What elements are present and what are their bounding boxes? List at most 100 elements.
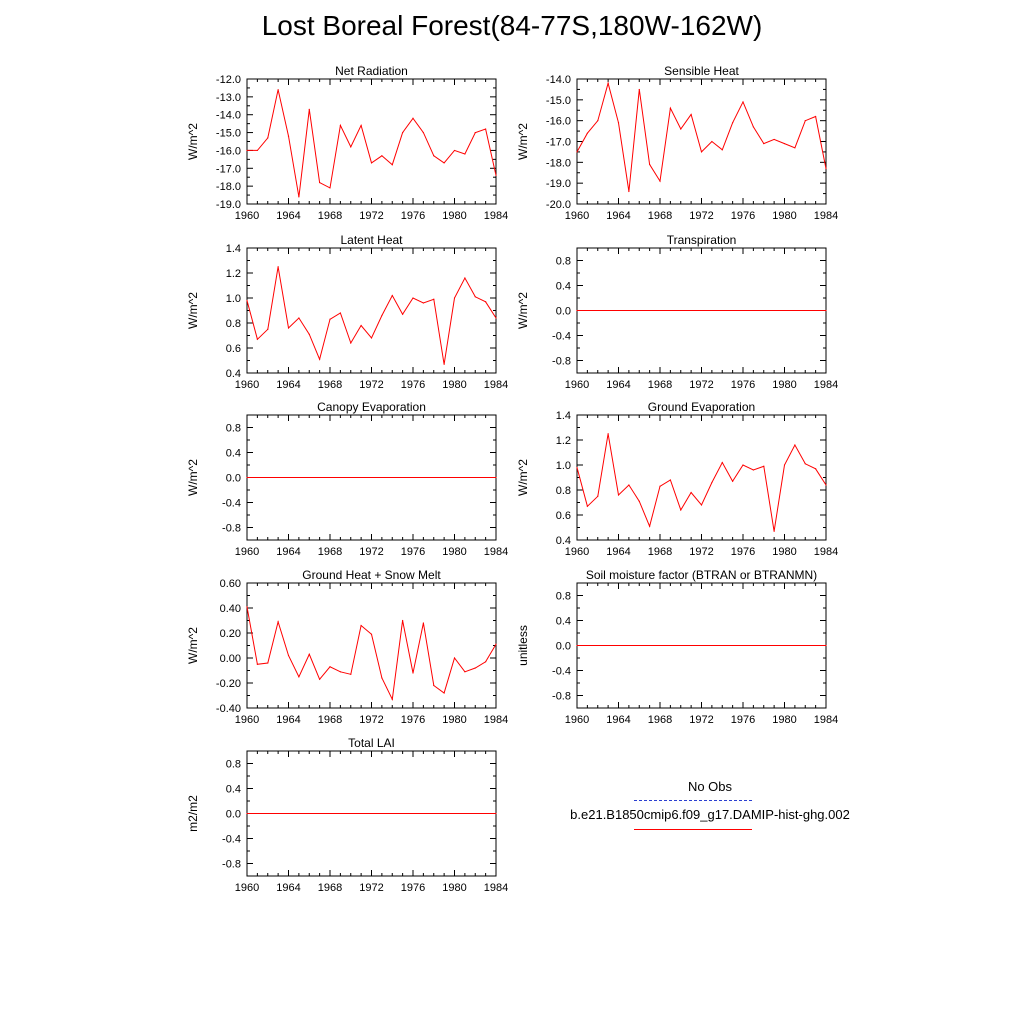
data-point	[319, 358, 321, 360]
data-point	[381, 314, 383, 317]
data-point	[370, 337, 373, 339]
y-tick-label: -0.4	[552, 666, 571, 678]
data-point	[246, 149, 248, 152]
data-point	[783, 464, 786, 466]
data-point	[576, 309, 578, 312]
y-tick-label: 0.8	[226, 318, 241, 330]
data-point	[298, 317, 300, 319]
data-point	[485, 661, 487, 663]
data-point	[433, 684, 435, 687]
y-tick-label: -13.0	[216, 92, 241, 104]
data-point	[360, 124, 362, 127]
x-tick-label: 1964	[276, 714, 300, 726]
x-tick-label: 1968	[648, 546, 672, 558]
chart-panel: Sensible Heat W/m^2 1960 1964 1968 1972 1976 19…	[516, 64, 838, 222]
x-tick-label: 1964	[276, 379, 300, 391]
x-tick-label: 1980	[442, 714, 466, 726]
x-tick-label: 1980	[442, 210, 466, 222]
x-tick-label: 1976	[731, 379, 755, 391]
x-tick-label: 1972	[689, 210, 713, 222]
data-point	[690, 113, 692, 116]
data-point	[277, 621, 279, 623]
x-tick-label: 1980	[772, 546, 796, 558]
chart-title: Canopy Evaporation	[317, 400, 426, 414]
data-point	[329, 666, 331, 668]
data-point	[360, 324, 362, 327]
x-tick-label: 1968	[648, 210, 672, 222]
x-tick-label: 1976	[731, 714, 755, 726]
chart-panel: Net Radiation W/m^2 1960 1964 1968 1972 1976 19…	[186, 64, 508, 222]
data-point	[277, 266, 279, 268]
data-point	[700, 504, 703, 506]
y-tick-label: 0.0	[226, 473, 241, 485]
data-point	[495, 317, 497, 319]
data-point	[277, 89, 279, 91]
y-tick-label: 0.4	[226, 784, 241, 796]
y-tick-label: -0.20	[216, 678, 241, 690]
data-point	[495, 476, 497, 479]
y-tick-label: 0.0	[556, 641, 571, 653]
y-tick-label: 0.8	[226, 759, 241, 771]
data-point	[669, 107, 671, 109]
data-point	[339, 671, 341, 673]
data-point	[680, 128, 682, 130]
data-point	[402, 619, 404, 622]
data-point	[794, 444, 796, 446]
x-tick-label: 1984	[484, 379, 508, 391]
x-tick-label: 1976	[401, 210, 425, 222]
data-point	[267, 328, 269, 330]
y-tick-label: 1.0	[556, 460, 571, 472]
data-point	[794, 147, 796, 149]
data-point	[381, 155, 383, 157]
series-line	[246, 266, 497, 365]
data-point	[576, 151, 578, 153]
data-point	[638, 88, 640, 91]
plot-frame	[576, 414, 827, 541]
data-point	[246, 299, 248, 302]
data-point	[721, 461, 723, 464]
y-axis-label: W/m^2	[186, 123, 200, 160]
series-line	[246, 606, 497, 702]
data-point	[308, 653, 310, 655]
x-tick-label: 1960	[565, 714, 589, 726]
data-point	[815, 468, 817, 470]
x-tick-label: 1972	[359, 714, 383, 726]
data-point	[319, 181, 321, 184]
x-tick-label: 1984	[484, 546, 508, 558]
data-point	[825, 309, 827, 312]
data-point	[474, 131, 476, 134]
y-tick-label: 0.8	[556, 591, 571, 603]
data-point	[287, 327, 290, 329]
data-point	[742, 101, 744, 103]
x-tick-label: 1976	[401, 882, 425, 894]
legend-model-label: b.e21.B1850cmip6.f09_g17.DAMIP-hist-ghg.…	[570, 807, 850, 822]
x-tick-label: 1984	[814, 546, 838, 558]
y-axis-label: m2/m2	[186, 795, 200, 832]
data-point	[763, 142, 765, 145]
y-axis-label: W/m^2	[516, 459, 530, 496]
x-tick-label: 1984	[814, 714, 838, 726]
data-point	[576, 466, 578, 469]
data-point	[586, 505, 588, 507]
data-point	[485, 128, 487, 130]
plot-frame	[246, 582, 497, 709]
x-tick-label: 1972	[689, 379, 713, 391]
chart-title: Sensible Heat	[664, 64, 739, 78]
data-point	[485, 301, 487, 303]
y-tick-label: -15.0	[546, 95, 571, 107]
data-point	[732, 480, 734, 482]
data-point	[474, 667, 476, 669]
y-axis-label: W/m^2	[186, 627, 200, 664]
data-point	[464, 153, 466, 155]
data-point	[752, 469, 754, 471]
y-tick-label: 0.8	[556, 256, 571, 268]
x-tick-label: 1968	[318, 210, 342, 222]
data-point	[617, 122, 620, 124]
data-point	[246, 606, 248, 608]
y-tick-label: -19.0	[546, 178, 571, 190]
data-point	[287, 135, 290, 137]
y-tick-label: 0.00	[220, 653, 241, 665]
y-tick-label: 0.40	[220, 603, 241, 615]
y-tick-label: -15.0	[216, 128, 241, 140]
plot-frame	[576, 78, 827, 205]
